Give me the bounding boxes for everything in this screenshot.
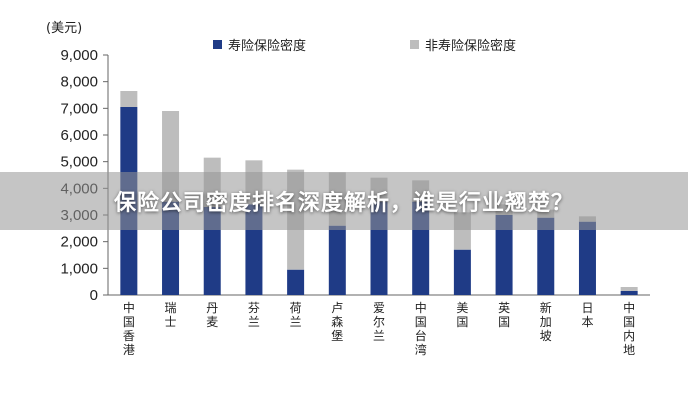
x-tick-label: 芬兰 bbox=[248, 301, 260, 329]
x-tick-label: 瑞士 bbox=[165, 301, 177, 329]
y-tick-label: 7,000 bbox=[60, 100, 98, 117]
bar-life bbox=[287, 269, 305, 295]
y-tick-label: 9,000 bbox=[60, 47, 98, 64]
y-tick-label: 1,000 bbox=[60, 260, 98, 277]
x-tick-label: 丹麦 bbox=[206, 301, 218, 329]
x-tick-label: 英国 bbox=[498, 301, 510, 329]
legend: 寿险保险密度 非寿险保险密度 bbox=[213, 38, 516, 54]
bar-life bbox=[453, 249, 471, 295]
y-tick-label: 6,000 bbox=[60, 127, 98, 144]
y-tick-label: 8,000 bbox=[60, 74, 98, 91]
bar-life bbox=[620, 291, 638, 295]
bar-nonlife bbox=[620, 287, 638, 291]
x-tick-label: 美国 bbox=[456, 301, 468, 329]
x-tick-label: 中国台湾 bbox=[415, 300, 427, 357]
y-tick-label: 0 bbox=[90, 287, 98, 304]
x-axis-labels: 中国香港 瑞士 丹麦 芬兰 荷兰 卢森堡 爱尔兰 中国台湾 美国 英国 新加坡 日本 中国内地 bbox=[123, 300, 635, 357]
x-tick-label: 中国香港 bbox=[123, 300, 135, 357]
legend-swatch-nonlife bbox=[410, 40, 419, 49]
x-tick-label: 爱尔兰 bbox=[373, 301, 385, 343]
banner-title: 保险公司密度排名深度解析，谁是行业翘楚？ bbox=[113, 191, 574, 216]
bar-life bbox=[537, 217, 555, 295]
y-tick-label: 5,000 bbox=[60, 154, 98, 171]
y-unit-label: (美元) bbox=[46, 21, 82, 36]
legend-swatch-life bbox=[213, 40, 222, 49]
legend-label-life: 寿险保险密度 bbox=[228, 38, 306, 54]
x-tick-label: 卢森堡 bbox=[331, 300, 343, 343]
x-tick-label: 中国内地 bbox=[623, 300, 635, 357]
x-tick-label: 新加坡 bbox=[540, 300, 552, 343]
x-tick-label: 荷兰 bbox=[290, 301, 302, 329]
bar-life bbox=[495, 215, 513, 295]
bar-life bbox=[328, 225, 346, 295]
y-tick-label: 2,000 bbox=[60, 234, 98, 251]
bar-nonlife bbox=[120, 91, 138, 107]
legend-label-nonlife: 非寿险保险密度 bbox=[425, 38, 516, 54]
bar-life bbox=[578, 221, 596, 295]
x-tick-label: 日本 bbox=[581, 301, 593, 329]
title-banner: 保险公司密度排名深度解析，谁是行业翘楚？ bbox=[0, 172, 688, 230]
